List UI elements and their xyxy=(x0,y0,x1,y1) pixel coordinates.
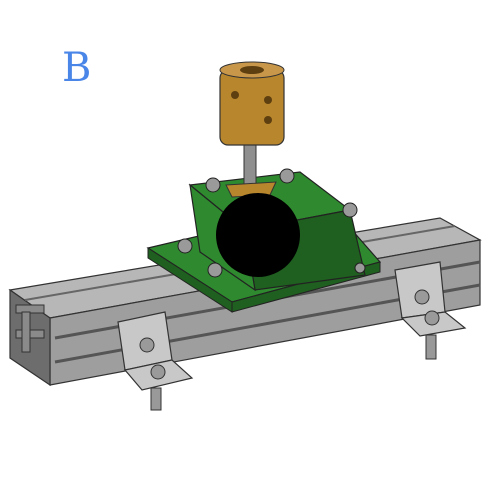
coupler-set-screw-hole xyxy=(264,96,272,104)
coupler-bore-hole xyxy=(240,66,264,74)
bracket-bolt-head xyxy=(150,364,166,380)
mount-screw-head xyxy=(177,238,193,254)
shaft-coupler-assembly xyxy=(219,61,285,198)
left-angle-bracket xyxy=(117,311,194,411)
bracket-screw xyxy=(150,387,162,411)
coupler-body xyxy=(219,69,285,146)
mount-screw-head xyxy=(354,262,366,274)
occluding-disc xyxy=(216,193,300,277)
coupler-set-screw-hole xyxy=(264,116,272,124)
mount-screw-head xyxy=(342,202,358,218)
right-angle-bracket xyxy=(394,261,467,360)
mount-base-edge xyxy=(147,247,233,313)
mount-screw-head xyxy=(205,177,221,193)
motor-shaft xyxy=(243,139,257,191)
bracket-screw xyxy=(425,334,437,360)
bracket-bolt-head xyxy=(424,310,440,326)
panel-label: B xyxy=(62,45,92,91)
bracket-bolt-head xyxy=(139,337,155,353)
coupler-set-screw-hole xyxy=(231,91,239,99)
mount-screw-head xyxy=(207,262,223,278)
extrusion-end-slot xyxy=(21,311,31,353)
bracket-bolt-head xyxy=(414,289,430,305)
mount-screw-head xyxy=(279,168,295,184)
